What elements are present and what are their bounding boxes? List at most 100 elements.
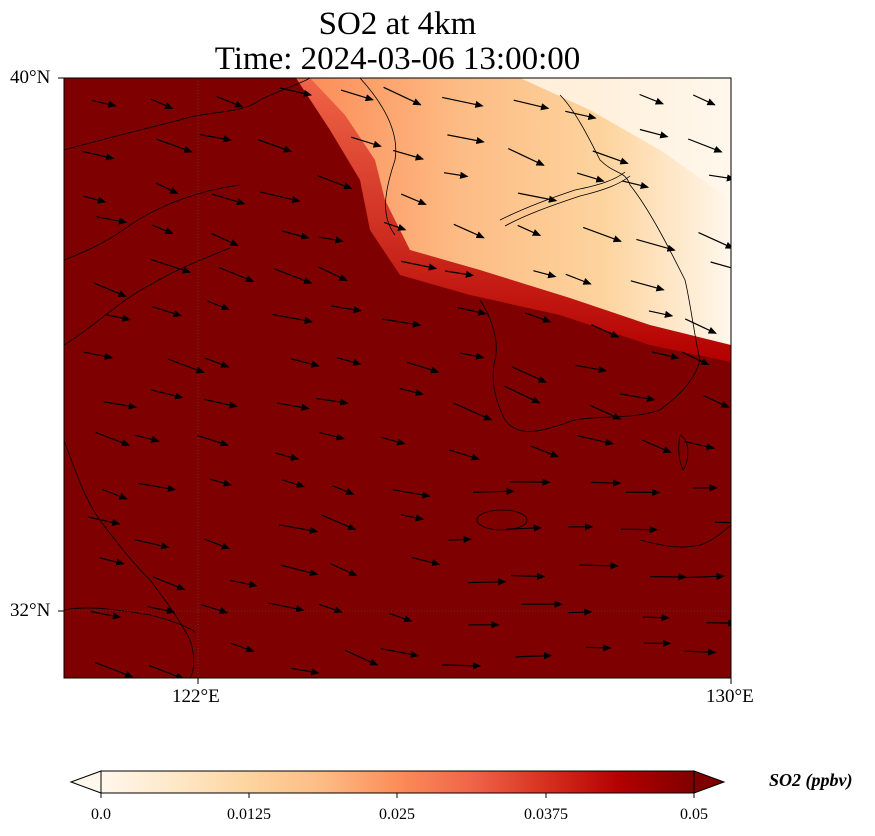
so2-field-minimum [520,78,731,200]
colorbar [69,770,726,798]
wind-arrow [400,193,427,205]
lat-label-32n: 32°N [10,600,51,621]
wind-arrow [698,232,731,249]
wind-arrow [592,150,629,165]
wind-arrow [138,482,177,493]
wind-arrow [321,514,357,531]
lon-label-130e: 130°E [706,686,754,707]
wind-arrow [152,576,186,591]
wind-arrow [218,266,255,283]
wind-arrow [636,238,676,252]
wind-arrow [318,603,343,614]
wind-arrow [392,149,425,161]
map-frame [63,77,732,679]
wind-arrow [459,352,485,360]
wind-arrow [277,402,310,411]
wind-arrow [274,452,300,461]
wind-arrow [317,175,353,190]
wind-arrow [106,314,131,322]
wind-arrow [87,516,121,526]
wind-arrow [268,602,305,613]
wind-arrow [331,305,362,314]
wind-arrow [453,223,485,239]
wind-arrow [517,192,558,203]
wind-arrow [383,86,422,106]
wind-arrow [211,233,239,247]
wind-arrow [316,397,349,406]
wind-arrow [388,612,413,623]
colorbar-label-4: 0.05 [680,806,708,823]
wind-arrow [216,96,244,108]
coastline-shandong-north [64,184,241,261]
wind-arrow [197,434,229,447]
colorbar-label-3: 0.0375 [524,806,568,823]
wind-arrow [504,385,541,404]
wind-arrow [90,611,122,620]
map-plot-area [64,78,731,678]
wind-arrow [506,524,543,532]
wind-arrow [336,357,362,366]
map-title-line-2: Time: 2024-03-06 13:00:00 [214,41,581,77]
wind-arrow [279,87,313,97]
wind-arrow [280,564,319,577]
wind-arrow [103,401,138,410]
wind-arrow [319,432,345,441]
wind-arrow [152,306,183,317]
coastline-china-east [64,439,195,678]
wind-arrow [585,644,612,652]
wind-arrow [710,261,731,272]
wind-arrow [579,562,619,570]
wind-arrow [457,306,487,316]
wind-arrow [291,667,320,676]
wind-arrow [380,648,420,658]
wind-arrow [332,485,355,495]
wind-arrow [281,230,310,240]
wind-arrow [392,489,431,499]
wind-arrow [684,648,717,656]
wind-arrow [411,556,441,567]
wind-arrow [565,273,592,285]
wind-arrow [703,394,730,408]
wind-arrow [330,563,358,577]
wind-arrow [209,478,233,487]
wind-arrow [442,96,484,108]
coastline-kyushu [639,524,731,548]
wind-arrow [517,224,542,236]
axis-ticks [58,77,732,684]
wind-arrow [211,193,246,206]
wind-arrow [472,487,515,495]
wind-arrow [257,138,293,153]
wind-arrow [448,535,472,544]
wind-arrow [648,310,674,318]
map-title-line-1: SO2 at 4km [318,6,477,42]
wind-arrow [639,128,669,139]
wind-arrow [272,313,314,324]
colorbar-label-2: 0.025 [379,806,415,823]
colorbar-extend-max [693,770,726,794]
wind-arrow [273,268,313,284]
wind-arrow [442,662,482,670]
wind-arrow [91,99,117,108]
wind-arrow [282,479,306,488]
lat-label-40n: 40°N [10,67,51,88]
wind-arrow [589,404,622,420]
wind-arrow [681,351,710,366]
wind-arrow [150,98,174,110]
colorbar-label-0: 0.0 [91,806,111,823]
wind-arrow [575,434,614,446]
wind-arrow [399,388,424,397]
wind-arrow [260,191,301,204]
wind-arrow [381,318,422,328]
wind-arrow [134,434,160,443]
wind-arrow [167,358,205,374]
wind-arrow [641,439,672,453]
colorbar-bar [100,770,695,794]
wind-arrow [692,94,716,106]
wind-arrow [351,136,382,148]
wind-arrow [134,539,170,550]
wind-arrow [620,526,659,534]
wind-arrow [381,436,406,446]
wind-arrow [575,364,607,374]
wind-arrow [681,572,725,580]
